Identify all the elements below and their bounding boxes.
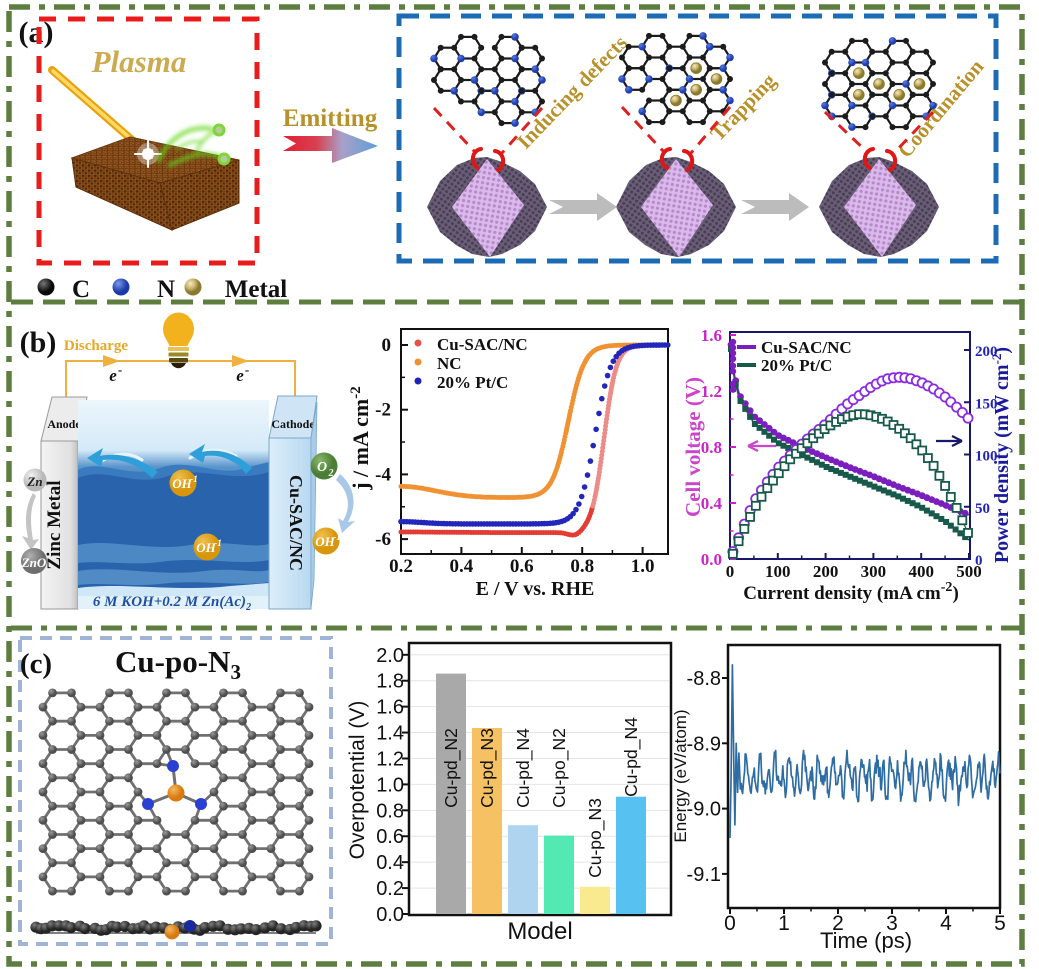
svg-text:-9.0: -9.0 [687,799,721,821]
svg-text:500: 500 [956,562,982,581]
svg-text:N: N [157,276,175,303]
svg-text:Cu-pd_N2: Cu-pd_N2 [441,728,462,808]
svg-text:-8.8: -8.8 [687,668,721,690]
svg-text:OH: OH [172,476,192,491]
svg-text:-: - [245,362,249,377]
svg-text:0.8: 0.8 [701,438,722,457]
svg-text:-2: -2 [375,400,391,421]
svg-text:0.6: 0.6 [376,826,404,848]
svg-text:Power density (mW cm-2): Power density (mW cm-2) [989,347,1013,563]
svg-text:1.6: 1.6 [701,326,722,345]
svg-text:(c): (c) [20,648,52,680]
svg-text:OH: OH [315,534,335,549]
svg-text:1.6: 1.6 [376,697,404,719]
svg-text:C: C [72,276,90,303]
svg-text:Cu-SAC/NC: Cu-SAC/NC [761,338,852,357]
svg-text:0.4: 0.4 [376,852,404,874]
svg-text:(b): (b) [20,326,57,359]
svg-text:-6: -6 [375,529,391,550]
svg-text:-8.9: -8.9 [687,733,721,755]
svg-text:1.2: 1.2 [701,382,722,401]
svg-text:0.0: 0.0 [376,904,404,926]
svg-text:-9.1: -9.1 [687,864,721,886]
svg-text:1.8: 1.8 [376,671,404,693]
svg-text:200: 200 [813,562,839,581]
svg-text:Cu-po-N3: Cu-po-N3 [115,644,241,684]
svg-text:Cu-pd_N4: Cu-pd_N4 [513,728,534,808]
svg-text:e: e [109,366,117,385]
svg-text:6 M KOH+0.2 M Zn(Ac)2: 6 M KOH+0.2 M Zn(Ac)2 [93,594,251,613]
svg-text:Current density (mA cm-2): Current density (mA cm-2) [743,580,959,604]
svg-text:-: - [118,362,122,377]
svg-text:300: 300 [861,562,887,581]
svg-text:Cu-pd_N3: Cu-pd_N3 [477,728,498,808]
svg-text:ZnO: ZnO [21,555,47,570]
svg-text:0: 0 [382,335,392,356]
svg-text:Time (ps): Time (ps) [820,928,912,953]
svg-text:Cu-po_N3: Cu-po_N3 [585,798,606,878]
svg-text:Inducing defects: Inducing defects [512,31,632,154]
svg-text:-4: -4 [375,464,391,485]
svg-text:e: e [236,366,244,385]
svg-text:O: O [317,460,327,475]
svg-text:1.0: 1.0 [631,556,655,577]
svg-text:0: 0 [726,562,735,581]
svg-text:5: 5 [994,912,1006,935]
svg-text:200: 200 [975,344,998,360]
svg-text:3: 3 [886,912,898,935]
svg-text:Metal: Metal [225,276,288,303]
svg-text:j / mA cm-2: j / mA cm-2 [348,386,373,491]
svg-text:1.4: 1.4 [376,723,404,745]
svg-text:0.2: 0.2 [376,878,404,900]
svg-text:OH: OH [196,540,216,555]
svg-text:Cu-SAC/NC: Cu-SAC/NC [286,475,306,571]
svg-text:0.0: 0.0 [701,550,722,569]
svg-text:0.8: 0.8 [376,800,404,822]
svg-text:0: 0 [975,553,983,569]
svg-text:1: 1 [778,912,790,935]
svg-text:50: 50 [975,501,990,517]
svg-text:1.2: 1.2 [376,748,404,770]
svg-text:Plasma: Plasma [91,44,187,79]
svg-text:0.4: 0.4 [701,494,723,513]
svg-text:150: 150 [975,396,998,412]
svg-text:Cathode: Cathode [271,417,315,431]
svg-text:0.6: 0.6 [510,556,534,577]
svg-text:Model: Model [507,918,572,945]
svg-text:4: 4 [940,912,952,935]
svg-text:400: 400 [908,562,934,581]
svg-text:1.0: 1.0 [376,774,404,796]
svg-text:100: 100 [975,449,998,465]
svg-text:0: 0 [724,912,736,935]
svg-text:2: 2 [328,468,334,479]
svg-text:Cu-SAC/NC: Cu-SAC/NC [437,335,528,354]
svg-text:Anode: Anode [47,417,81,431]
svg-text:100: 100 [765,562,791,581]
svg-text:0.8: 0.8 [570,556,594,577]
svg-text:20% Pt/C: 20% Pt/C [761,356,832,375]
svg-text:Zn: Zn [26,474,42,489]
svg-text:2: 2 [832,912,844,935]
svg-text:-1: -1 [190,474,198,484]
svg-text:Emitting: Emitting [283,105,378,132]
svg-text:20% Pt/C: 20% Pt/C [437,373,508,392]
svg-text:2.0: 2.0 [376,645,404,667]
svg-text:-1: -1 [333,532,341,542]
svg-text:NC: NC [437,354,462,373]
svg-text:-1: -1 [214,538,222,548]
svg-text:Discharge: Discharge [64,338,128,354]
svg-text:Cu-po_N2: Cu-po_N2 [549,728,570,808]
svg-text:E / V vs. RHE: E / V vs. RHE [476,578,595,600]
svg-text:0.4: 0.4 [450,556,474,577]
svg-text:0.2: 0.2 [389,556,413,577]
svg-text:Cu-pd_N4: Cu-pd_N4 [621,717,642,797]
svg-text:Energy (eV/atom): Energy (eV/atom) [671,709,690,842]
svg-text:Zinc Metal: Zinc Metal [44,480,65,569]
svg-text:Overpotential (V): Overpotential (V) [346,701,369,860]
svg-text:Cell voltage (V): Cell voltage (V) [681,377,705,517]
